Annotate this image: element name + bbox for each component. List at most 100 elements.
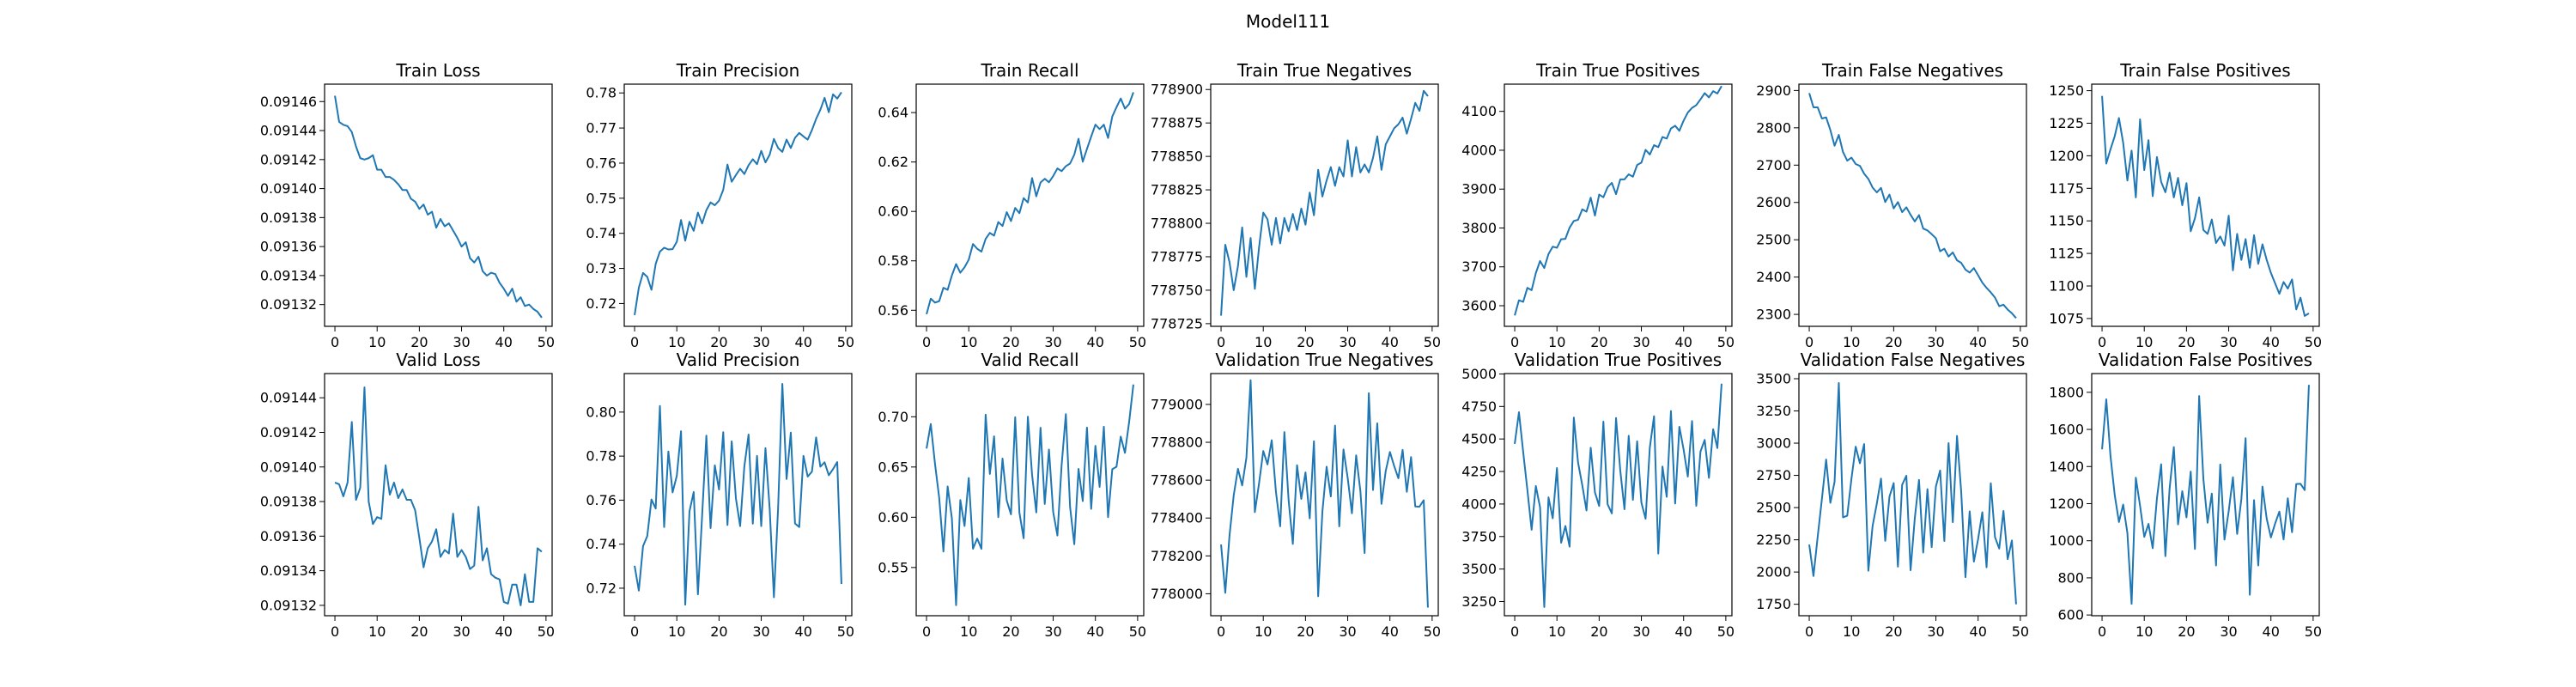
y-tick-label: 0.73 <box>586 260 617 277</box>
series-line <box>334 95 543 319</box>
x-tick-label: 20 <box>1590 334 1607 350</box>
y-tick-label: 778750 <box>1151 282 1203 298</box>
x-tick-label: 0 <box>1805 334 1814 350</box>
y-tick-label: 778800 <box>1151 216 1203 232</box>
y-tick-label: 2900 <box>1756 82 1791 99</box>
y-tick-label: 0.58 <box>878 252 908 269</box>
y-tick-label: 0.70 <box>878 409 908 425</box>
x-tick-label: 30 <box>1339 334 1356 350</box>
y-tick-label: 4000 <box>1461 142 1497 158</box>
y-tick-label: 0.09140 <box>260 180 317 197</box>
series-line <box>2101 95 2310 317</box>
subplot: Train True Negatives 0 10 20 30 40 50 778725 778… <box>1151 60 1441 350</box>
y-tick-label: 1075 <box>2049 310 2084 326</box>
y-tick-label: 600 <box>2057 607 2084 623</box>
y-tick-label: 0.77 <box>586 120 617 137</box>
subplot-title: Train Loss <box>395 60 480 81</box>
subplot-title: Train False Positives <box>2119 60 2290 81</box>
x-tick-label: 10 <box>2136 334 2153 350</box>
y-tick-label: 3250 <box>1461 593 1497 610</box>
subplot-title: Valid Recall <box>981 350 1078 370</box>
y-tick-label: 0.09142 <box>260 151 317 167</box>
y-tick-label: 0.09134 <box>260 267 317 283</box>
subplot-title: Train False Negatives <box>1821 60 2003 81</box>
x-tick-label: 10 <box>1548 334 1565 350</box>
series-line <box>1514 383 1722 608</box>
y-tick-label: 1175 <box>2049 180 2084 197</box>
y-tick-label: 0.76 <box>586 492 617 508</box>
y-tick-label: 778825 <box>1151 182 1203 198</box>
subplot: Valid Loss 0 10 20 30 40 50 0.09132 0.09134 0.091… <box>260 350 555 640</box>
y-tick-label: 0.09136 <box>260 528 317 544</box>
y-tick-label: 1200 <box>2049 495 2084 512</box>
subplot: Train Precision 0 10 20 30 40 50 0.72 0.73 0.74 0.… <box>586 60 854 350</box>
series-line <box>1808 381 2017 605</box>
x-tick-label: 40 <box>1087 623 1104 640</box>
y-tick-label: 778775 <box>1151 248 1203 264</box>
x-tick-label: 30 <box>2220 334 2237 350</box>
subplot: Train True Positives 0 10 20 30 40 50 3600 3700 3… <box>1461 60 1735 350</box>
x-tick-label: 50 <box>1717 334 1735 350</box>
axes-frame <box>1210 373 1439 617</box>
y-tick-label: 2400 <box>1756 269 1791 285</box>
series-line <box>1514 85 1722 316</box>
y-tick-label: 0.09144 <box>260 123 317 139</box>
subplot: Valid Precision 0 10 20 30 40 50 0.72 0.74 0.76 0.… <box>586 350 854 640</box>
x-tick-label: 50 <box>538 623 555 640</box>
y-tick-label: 778000 <box>1151 586 1203 602</box>
y-tick-label: 0.09138 <box>260 494 317 510</box>
subplot: Validation True Negatives 0 10 20 30 40 50 7780… <box>1151 350 1441 640</box>
x-tick-label: 0 <box>2098 334 2106 350</box>
x-tick-label: 40 <box>1382 623 1399 640</box>
series-line <box>926 92 1134 315</box>
y-tick-label: 0.09142 <box>260 424 317 441</box>
x-tick-label: 20 <box>1002 623 1019 640</box>
x-tick-label: 50 <box>1717 623 1735 640</box>
y-tick-label: 3700 <box>1461 258 1497 275</box>
x-tick-label: 30 <box>1632 334 1649 350</box>
x-tick-label: 40 <box>795 334 812 350</box>
y-tick-label: 800 <box>2057 569 2084 586</box>
y-tick-label: 4100 <box>1461 103 1497 119</box>
y-tick-label: 0.55 <box>878 559 908 575</box>
y-tick-label: 0.56 <box>878 302 908 319</box>
subplot-title: Train Recall <box>980 60 1078 81</box>
x-tick-label: 10 <box>1255 623 1272 640</box>
y-tick-label: 0.09134 <box>260 562 317 579</box>
subplot: Train False Positives 0 10 20 30 40 50 1075 1100… <box>2049 60 2322 350</box>
x-tick-label: 50 <box>1129 623 1146 640</box>
series-line <box>634 383 842 606</box>
y-tick-label: 0.09144 <box>260 390 317 406</box>
y-tick-label: 0.80 <box>586 404 617 420</box>
x-tick-label: 20 <box>1885 334 1902 350</box>
x-tick-label: 40 <box>1675 623 1692 640</box>
y-tick-label: 3900 <box>1461 181 1497 198</box>
y-tick-label: 1225 <box>2049 115 2084 131</box>
axes-frame <box>2091 373 2320 617</box>
y-tick-label: 5000 <box>1461 366 1497 382</box>
x-tick-label: 20 <box>1297 334 1314 350</box>
x-tick-label: 0 <box>922 623 931 640</box>
x-tick-label: 40 <box>495 623 513 640</box>
y-tick-label: 3250 <box>1756 403 1791 419</box>
x-tick-label: 30 <box>752 623 769 640</box>
y-tick-label: 0.60 <box>878 509 908 526</box>
y-tick-label: 0.09136 <box>260 239 317 255</box>
series-line <box>926 384 1134 606</box>
x-tick-label: 0 <box>1805 623 1814 640</box>
axes-frame <box>915 373 1145 617</box>
y-tick-label: 1200 <box>2049 148 2084 164</box>
y-tick-label: 0.72 <box>586 295 617 312</box>
x-tick-label: 0 <box>1217 623 1225 640</box>
y-tick-label: 778725 <box>1151 315 1203 331</box>
x-tick-label: 10 <box>668 334 685 350</box>
y-tick-label: 4500 <box>1461 431 1497 447</box>
series-line <box>634 91 842 316</box>
x-tick-label: 10 <box>368 623 386 640</box>
x-tick-label: 0 <box>1510 334 1519 350</box>
y-tick-label: 778875 <box>1151 115 1203 131</box>
x-tick-label: 30 <box>1632 623 1649 640</box>
x-tick-label: 50 <box>2305 623 2322 640</box>
x-tick-label: 10 <box>1255 334 1272 350</box>
subplot-title: Train True Negatives <box>1236 60 1412 81</box>
